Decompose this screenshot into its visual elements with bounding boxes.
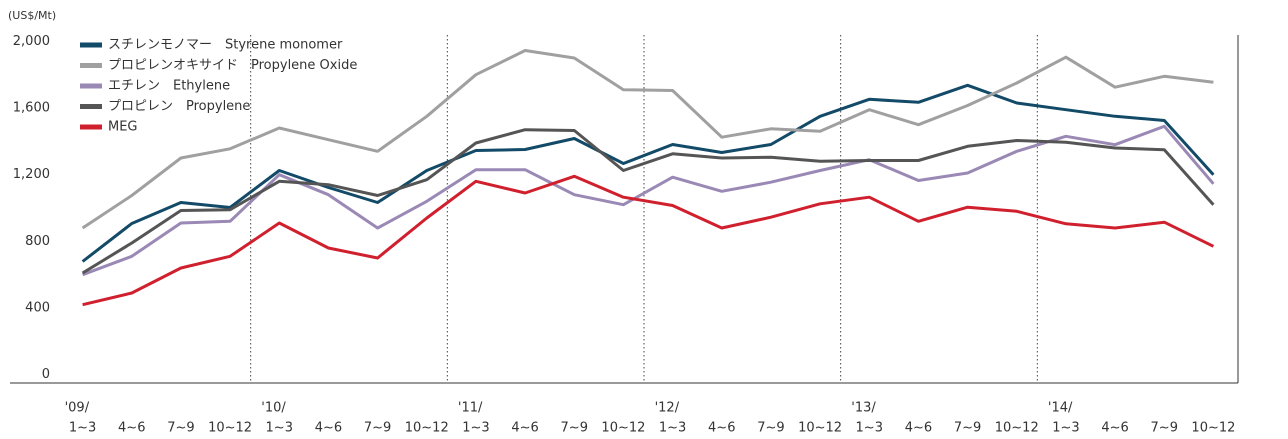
y-tick-label: 400 [25,301,50,316]
x-tick-label: 1~3 [659,421,686,436]
x-tick-label: 4~6 [315,421,342,436]
x-tick-label: 7~9 [167,421,194,436]
x-tick-label: 4~6 [118,421,145,436]
series-line [82,124,1215,277]
x-tick-label: 10~12 [1191,421,1235,436]
legend-swatch [80,104,102,109]
legend-label: スチレンモノマー Styrene monomer [108,38,343,53]
x-tick-label: 10~12 [405,421,449,436]
x-tick-label: 10~12 [798,421,842,436]
year-label: '13/ [851,401,876,416]
x-tick-label: 7~9 [954,421,981,436]
x-tick-label: 7~9 [1151,421,1178,436]
year-label: '10/ [261,401,286,416]
legend-swatch [80,124,102,130]
year-label: '14/ [1048,401,1073,416]
x-tick-label: 7~9 [561,421,588,436]
x-tick-label: 10~12 [995,421,1039,436]
legend-label: プロピレン Propylene [108,99,250,114]
series-line [81,83,1215,263]
legend-label: エチレン Ethylene [108,79,230,94]
x-tick-label: 4~6 [1101,421,1128,436]
series-line [81,49,1214,230]
x-tick-label: 1~3 [462,421,489,436]
legend-label: MEG [108,120,138,135]
y-tick-label: 1,200 [13,167,50,182]
year-label: '12/ [655,401,680,416]
legend-swatch [80,63,102,68]
x-tick-label: 4~6 [708,421,735,436]
series-line [81,128,1215,275]
legend-swatch [80,42,102,48]
series-line [82,174,1215,307]
x-tick-label: 1~3 [69,421,96,436]
x-tick-label: 1~3 [856,421,883,436]
legend-label: プロピレンオキサイド Propylene Oxide [108,58,357,73]
x-tick-label: 4~6 [905,421,932,436]
y-tick-label: 2,000 [13,34,50,49]
legend-swatch [80,83,102,89]
y-tick-label: 800 [25,234,50,249]
year-label: '11/ [458,401,483,416]
x-tick-label: 7~9 [364,421,391,436]
y-tick-label: 1,600 [13,101,50,116]
y-tick-label: 0 [42,367,50,382]
x-tick-label: 4~6 [511,421,538,436]
x-tick-label: 1~3 [266,421,293,436]
x-tick-label: 10~12 [208,421,252,436]
x-tick-label: 1~3 [1052,421,1079,436]
x-tick-label: 10~12 [601,421,645,436]
year-label: '09/ [65,401,90,416]
x-tick-label: 7~9 [757,421,784,436]
y-unit-label: (US$/Mt) [8,9,56,22]
